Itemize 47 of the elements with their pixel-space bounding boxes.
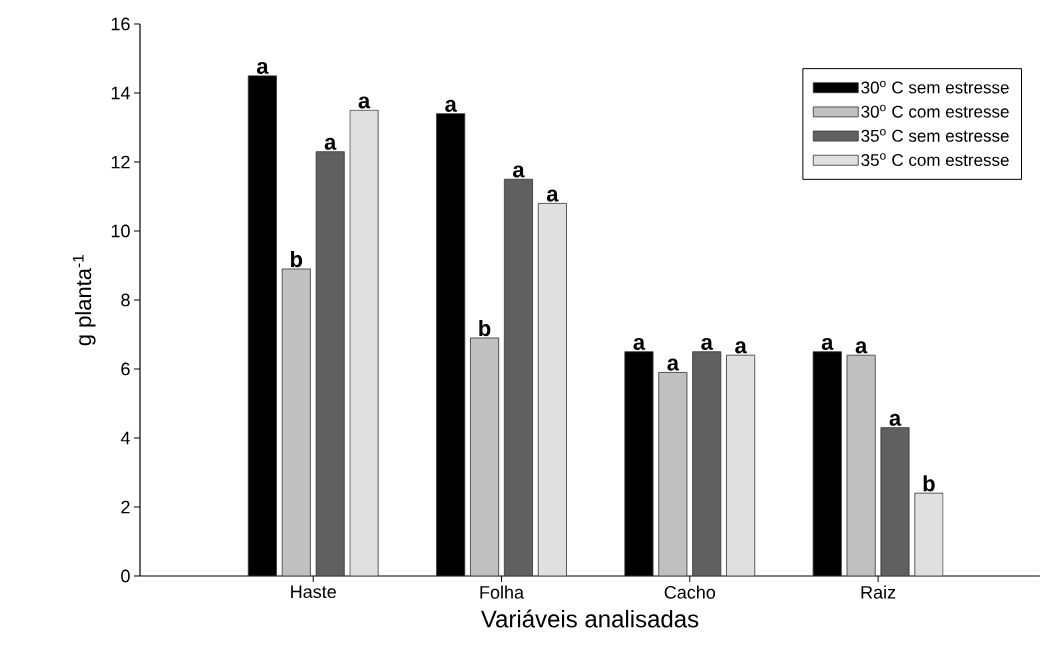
y-tick-label: 0 <box>121 569 130 583</box>
y-tick-label: 12 <box>111 155 130 169</box>
data-label: a <box>358 96 371 109</box>
bar <box>349 109 379 576</box>
x-tick-label: Cacho <box>664 585 716 599</box>
data-label: a <box>512 165 525 178</box>
data-label: a <box>889 413 902 426</box>
bar <box>537 202 567 576</box>
y-tick-label: 2 <box>121 500 130 514</box>
bar <box>692 351 722 576</box>
bar <box>503 178 533 576</box>
data-label: a <box>324 137 337 150</box>
y-tick-label: 10 <box>111 224 130 238</box>
legend-label: 35$^{o}$ C com estresse <box>861 153 1009 167</box>
data-label: a <box>667 358 680 371</box>
legend-label: 35$^{o}$ C sem estresse <box>861 129 1009 142</box>
data-label: b <box>923 475 935 492</box>
y-tick-label: 8 <box>121 293 130 307</box>
data-label: a <box>821 337 834 350</box>
x-tick-label: Raiz <box>861 585 896 599</box>
bar <box>880 427 910 576</box>
data-label: a <box>256 61 269 74</box>
x-axis-title: Variáveis analisadas <box>480 609 699 628</box>
data-label: a <box>855 341 868 354</box>
data-label: b <box>479 319 491 337</box>
legend-label: 30$^{o}$ C com estresse <box>861 104 1009 118</box>
x-tick-label: Haste <box>291 585 336 599</box>
data-label: a <box>633 337 646 350</box>
bar <box>726 354 756 576</box>
y-tick-label: 6 <box>121 362 130 376</box>
data-label: b <box>291 250 303 268</box>
bar <box>658 372 688 576</box>
y-tick-label: 4 <box>120 431 130 445</box>
x-tick-label: Folha <box>480 585 525 599</box>
y-tick-label: 16 <box>111 17 130 31</box>
bar <box>470 337 500 576</box>
y-tick-label: 14 <box>111 86 130 100</box>
data-label: a <box>701 337 713 350</box>
data-label: a <box>546 189 559 202</box>
bar <box>914 492 944 576</box>
bar <box>281 268 311 576</box>
legend-label: 30$^{o}$ C sem estresse <box>861 80 1009 94</box>
y-axis-title: g planta$^{-1}$ <box>72 255 96 346</box>
bar <box>846 354 876 576</box>
bar <box>315 151 345 576</box>
data-label: a <box>735 341 747 354</box>
data-label: a <box>445 99 457 112</box>
